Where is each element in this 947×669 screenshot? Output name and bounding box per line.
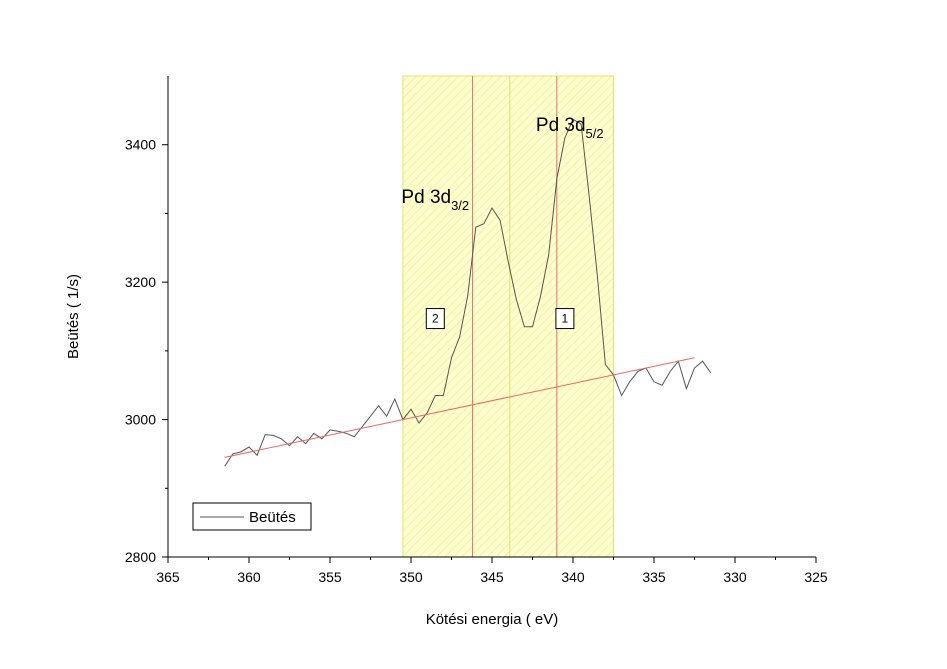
- peak-marker-label-1: 1: [562, 312, 569, 326]
- x-tick-label: 345: [480, 569, 504, 585]
- peak-marker-label-2: 2: [432, 312, 439, 326]
- data-series: [224, 118, 712, 467]
- peak-label-subscript: 5/2: [586, 126, 604, 141]
- x-tick-label: 325: [804, 569, 828, 585]
- x-tick-label: 330: [723, 569, 747, 585]
- series-line-baseline: [224, 357, 695, 458]
- peak-marker-box-1: [555, 308, 575, 330]
- peak-region-2: [402, 75, 511, 558]
- y-tick-label: 3200: [125, 274, 156, 290]
- series-line-counts: [224, 118, 712, 467]
- x-axis-title: Kötési energia ( eV): [426, 611, 559, 628]
- axes: 365 360 355 350 345 340 335 330 325 2800 3000 3200 3…: [125, 76, 828, 585]
- y-tick-label: 3000: [125, 412, 156, 428]
- x-tick-label: 360: [237, 569, 261, 585]
- y-tick-label: 3400: [125, 137, 156, 153]
- x-tick-label: 350: [399, 569, 423, 585]
- x-tick-label: 355: [318, 569, 342, 585]
- peak-marker-box-2: [425, 308, 445, 330]
- y-tick-label: 2800: [125, 549, 156, 565]
- legend: Beütés: [192, 502, 312, 531]
- x-tick-label: 335: [642, 569, 666, 585]
- legend-label: Beütés: [249, 509, 296, 526]
- peak-label-subscript: 3/2: [451, 198, 469, 213]
- x-tick-label: 340: [561, 569, 585, 585]
- x-tick-label: 365: [156, 569, 180, 585]
- y-axis-title: Beütés ( 1/s): [65, 274, 82, 359]
